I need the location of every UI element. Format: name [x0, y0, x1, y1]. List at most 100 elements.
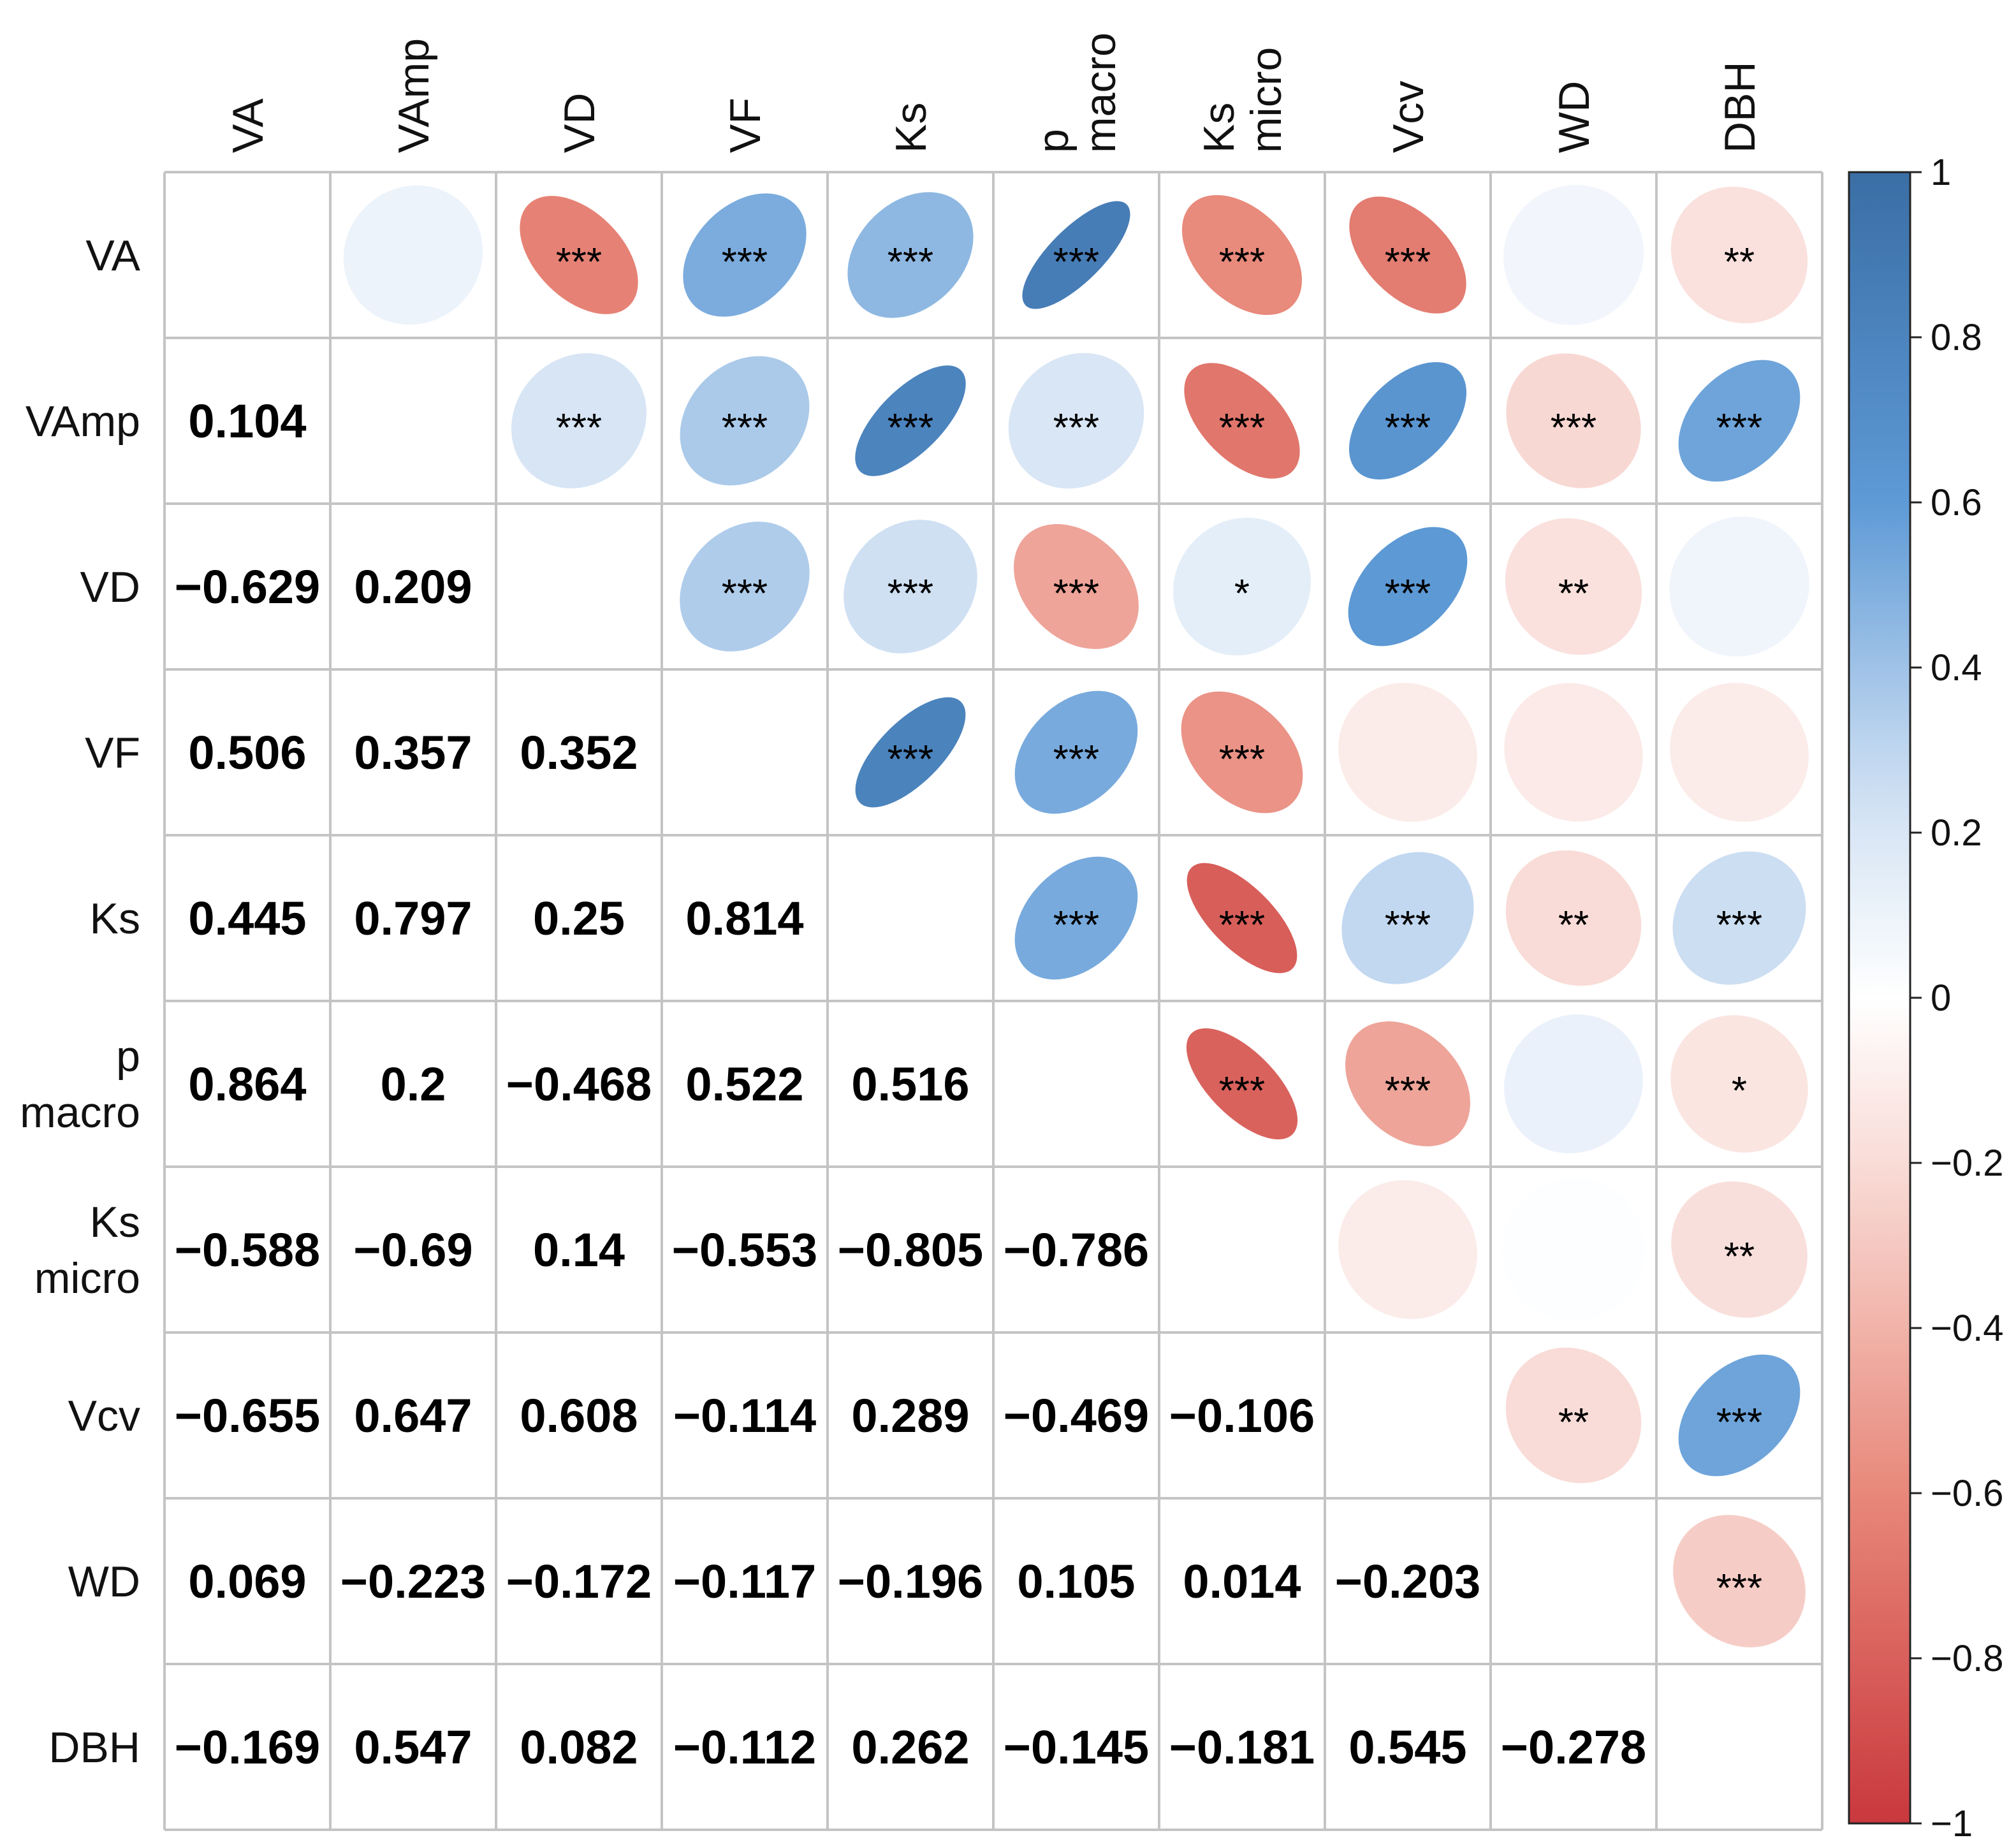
colorbar-tick-label: 0	[1931, 977, 1951, 1019]
column-label: WD	[1550, 81, 1598, 153]
correlation-value: −0.629	[175, 560, 320, 613]
cell-ellipse-3-9	[1670, 683, 1809, 822]
column-label-line: micro	[1242, 47, 1290, 153]
row-label: Vcv	[68, 1392, 140, 1440]
correlation-value: −0.196	[838, 1555, 983, 1608]
column-label-line: VAmp	[390, 38, 438, 153]
ellipse-mark	[1014, 524, 1139, 649]
ellipse-mark	[520, 196, 638, 314]
ellipse-mark	[1678, 1354, 1801, 1477]
significance-label: ***	[1385, 572, 1431, 616]
correlation-value: −0.655	[175, 1389, 320, 1442]
significance-label: ***	[1716, 1566, 1762, 1610]
ellipse-mark	[1502, 1178, 1645, 1321]
cell-ellipse-1-4	[855, 365, 966, 476]
significance-label: ***	[1716, 1401, 1762, 1445]
colorbar-gradient	[1848, 171, 1911, 1825]
ellipse-mark	[1014, 690, 1138, 814]
correlation-value: 0.105	[1017, 1555, 1135, 1608]
column-label-line: Vcv	[1384, 81, 1433, 153]
correlation-value: 0.516	[851, 1058, 969, 1111]
correlation-value: −0.114	[673, 1389, 816, 1442]
column-label: VD	[555, 93, 604, 153]
column-label: Ks	[887, 103, 935, 153]
colorbar: 1 0.8 0.6 0.4 0.2 0 −0.2 −0.4 −0.6 −0.8 −1	[1848, 152, 2004, 1844]
cell-ellipse-3-4	[855, 697, 966, 808]
significance-label: ***	[722, 572, 768, 616]
colorbar-tick-label: 0.6	[1931, 482, 1982, 523]
significance-label: ***	[556, 406, 602, 450]
correlation-value: −0.172	[506, 1555, 652, 1608]
correlation-value: 0.608	[520, 1389, 638, 1442]
correlation-value: 0.209	[354, 560, 472, 613]
correlation-value: −0.112	[673, 1721, 816, 1774]
significance-label: ***	[1551, 406, 1596, 450]
correlation-value: 0.014	[1183, 1555, 1301, 1608]
cell-ellipse-0-5	[1022, 201, 1130, 309]
colorbar-tick-label: 0.8	[1931, 317, 1982, 358]
cell-ellipse-2-3	[680, 522, 810, 652]
ellipse-mark	[680, 522, 810, 652]
row-label: VAmp	[26, 397, 140, 446]
column-label-line: macro	[1076, 33, 1125, 153]
ellipse-mark	[1506, 353, 1641, 488]
cell-ellipse-0-6	[1181, 194, 1303, 316]
column-label-line: VD	[555, 93, 604, 153]
ellipse-mark	[683, 193, 807, 317]
ellipse-mark	[1338, 683, 1477, 822]
row-label: VA	[85, 231, 140, 280]
cell-ellipse-3-5	[1014, 690, 1138, 814]
significance-label: ***	[1219, 903, 1265, 947]
cell-ellipse-1-5	[1008, 353, 1144, 489]
ellipse-mark	[1345, 1021, 1470, 1146]
correlation-value: −0.117	[673, 1555, 816, 1608]
significance-label: ***	[1716, 406, 1762, 450]
ellipse-mark	[1671, 1181, 1808, 1318]
ellipse-mark	[1008, 353, 1144, 489]
correlation-value: −0.181	[1169, 1721, 1315, 1774]
row-label: micro	[34, 1254, 140, 1303]
correlation-value: −0.106	[1169, 1389, 1315, 1442]
significance-label: **	[1724, 240, 1755, 284]
cell-ellipse-8-9	[1673, 1515, 1806, 1647]
ellipse-mark	[1505, 850, 1642, 986]
colorbar-tick-label: 1	[1931, 152, 1951, 193]
correlation-value: 0.104	[188, 395, 306, 448]
significance-label: ***	[1219, 240, 1265, 284]
correlation-value: 0.506	[188, 726, 306, 779]
significance-label: ***	[1219, 1069, 1265, 1113]
significance-label: ***	[887, 240, 933, 284]
cell-ellipse-1-7	[1348, 361, 1467, 480]
cell-ellipse-2-9	[1669, 516, 1809, 657]
correlation-value: 0.25	[533, 892, 625, 945]
cell-ellipse-6-9	[1671, 1181, 1808, 1318]
correlation-value: −0.468	[506, 1058, 652, 1111]
ellipse-mark	[680, 356, 810, 486]
ellipse-mark	[855, 697, 966, 808]
cell-ellipse-4-5	[1014, 856, 1138, 980]
correlation-value: 0.289	[851, 1389, 969, 1442]
correlation-value: −0.469	[1004, 1389, 1149, 1442]
column-label-line: VF	[721, 98, 770, 153]
colorbar-tick-label: −0.6	[1931, 1473, 2004, 1514]
cell-ellipse-3-7	[1338, 683, 1477, 822]
ellipse-mark	[1187, 863, 1297, 974]
correlation-value: −0.786	[1004, 1223, 1149, 1276]
correlation-value: −0.278	[1501, 1721, 1646, 1774]
significance-label: *	[1732, 1069, 1747, 1113]
ellipse-mark	[1022, 201, 1130, 309]
row-label: p	[116, 1032, 140, 1081]
colorbar-tick-label: −0.8	[1931, 1638, 2004, 1679]
significance-label: ***	[1219, 738, 1265, 782]
ellipse-mark	[1349, 196, 1466, 314]
correlation-value: 0.445	[188, 892, 306, 945]
ellipse-mark	[1338, 1180, 1477, 1319]
ellipse-mark	[1504, 1014, 1643, 1153]
cell-ellipse-2-7	[1348, 527, 1468, 646]
row-label: macro	[20, 1088, 140, 1137]
correlation-value: −0.805	[838, 1223, 983, 1276]
